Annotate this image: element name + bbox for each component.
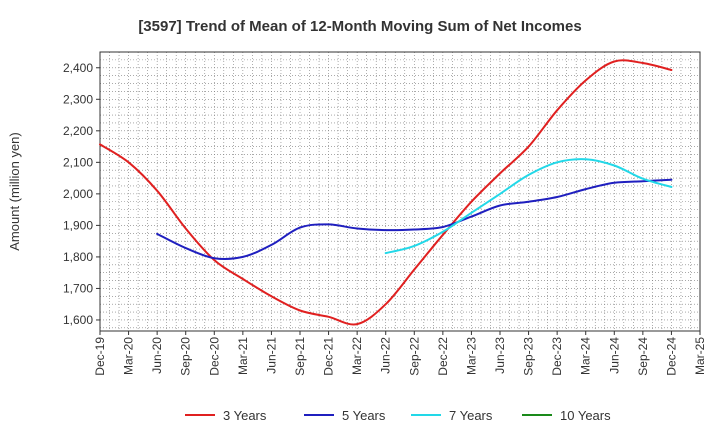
x-tick-label: Dec-21 (322, 337, 336, 376)
x-tick-label: Sep-22 (407, 337, 421, 376)
y-tick-label: 2,400 (63, 61, 93, 75)
series-layer (99, 59, 673, 326)
y-tick-label: 1,900 (63, 218, 93, 232)
x-tick-label: Dec-24 (664, 337, 678, 376)
x-tick-label: Sep-24 (636, 337, 650, 376)
x-tick-label: Dec-23 (550, 337, 564, 376)
legend: 3 Years 5 Years 7 Years 10 Years (185, 408, 611, 423)
series-line-5-years (156, 178, 673, 260)
chart-title: [3597] Trend of Mean of 12-Month Moving … (138, 18, 581, 35)
y-tick-label: 2,100 (63, 155, 93, 169)
y-axis-ticks: 1,600 1,700 1,800 1,900 2,000 2,100 2,200 2,300… (63, 61, 100, 327)
y-tick-label: 2,000 (63, 187, 93, 201)
legend-label: 7 Years (449, 408, 493, 423)
x-tick-label: Jun-23 (493, 337, 507, 374)
x-tick-label: Jun-20 (150, 337, 164, 374)
y-tick-label: 1,600 (63, 313, 93, 327)
x-tick-label: Dec-19 (93, 337, 107, 376)
x-tick-label: Dec-20 (207, 337, 221, 376)
legend-label: 5 Years (342, 408, 386, 423)
y-tick-label: 2,200 (63, 124, 93, 138)
y-tick-label: 1,700 (63, 281, 93, 295)
plot-grid (99, 51, 701, 331)
x-tick-label: Mar-23 (464, 337, 478, 375)
x-tick-label: Jun-21 (264, 337, 278, 374)
x-tick-label: Jun-22 (379, 337, 393, 374)
x-axis-ticks: Dec-19 Mar-20 Jun-20 Sep-20 Dec-20 Mar-21 Jun-… (93, 331, 707, 376)
y-tick-label: 1,800 (63, 250, 93, 264)
legend-label: 3 Years (223, 408, 267, 423)
x-tick-label: Mar-22 (350, 337, 364, 375)
plot-area (99, 51, 701, 332)
series-line-7-years (384, 158, 673, 255)
x-tick-label: Sep-21 (293, 337, 307, 376)
x-tick-label: Mar-20 (122, 337, 136, 375)
x-tick-label: Dec-22 (436, 337, 450, 376)
x-tick-label: Mar-25 (693, 337, 707, 375)
x-tick-label: Sep-23 (522, 337, 536, 376)
x-tick-label: Sep-20 (179, 337, 193, 376)
legend-label: 10 Years (560, 408, 611, 423)
x-tick-label: Mar-24 (579, 337, 593, 375)
series-line-3-years (99, 59, 673, 326)
y-axis-label: Amount (million yen) (7, 132, 22, 251)
y-tick-label: 2,300 (63, 92, 93, 106)
x-tick-label: Mar-21 (236, 337, 250, 375)
x-tick-label: Jun-24 (607, 337, 621, 374)
